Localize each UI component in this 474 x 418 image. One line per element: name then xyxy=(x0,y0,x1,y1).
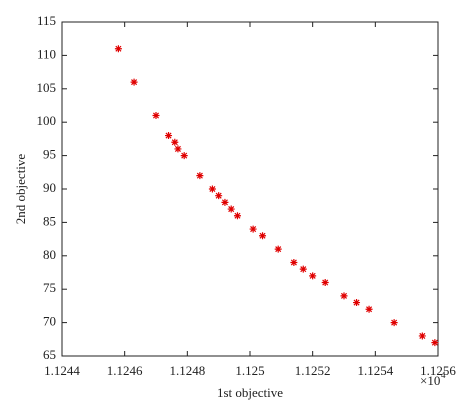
y-tick-label: 85 xyxy=(43,213,56,228)
data-point xyxy=(431,339,439,347)
x-tick-label: 1.1244 xyxy=(44,363,80,378)
data-point xyxy=(221,198,229,206)
y-tick-label: 65 xyxy=(43,347,56,362)
data-point xyxy=(249,225,257,233)
data-point xyxy=(215,192,223,200)
data-point xyxy=(309,272,317,280)
data-point xyxy=(290,258,298,266)
data-point xyxy=(390,319,398,327)
y-axis-label: 2nd objective xyxy=(13,154,28,225)
y-tick-label: 80 xyxy=(43,247,56,262)
data-point xyxy=(174,145,182,153)
data-point xyxy=(208,185,216,193)
data-point xyxy=(274,245,282,253)
plot-frame xyxy=(61,21,439,357)
data-point xyxy=(227,205,235,213)
data-point xyxy=(365,305,373,313)
data-point xyxy=(418,332,426,340)
y-tick-label: 110 xyxy=(37,46,56,61)
x-scale-label: ×10 xyxy=(420,373,440,388)
y-tick-label: 70 xyxy=(43,314,56,329)
data-point xyxy=(180,152,188,160)
data-point xyxy=(152,112,160,120)
x-tick-label: 1.1246 xyxy=(107,363,143,378)
y-tick-label: 75 xyxy=(43,280,56,295)
data-point xyxy=(233,212,241,220)
data-point xyxy=(321,279,329,287)
x-tick-label: 1.1248 xyxy=(169,363,205,378)
data-point xyxy=(171,138,179,146)
x-axis-label: 1st objective xyxy=(217,385,283,400)
x-tick-label: 1.1254 xyxy=(357,363,393,378)
y-tick-label: 100 xyxy=(37,113,57,128)
data-point xyxy=(114,45,122,53)
data-point xyxy=(165,132,173,140)
data-point xyxy=(130,78,138,86)
x-scale-exponent: 4 xyxy=(441,370,446,380)
data-point xyxy=(196,172,204,180)
data-point xyxy=(299,265,307,273)
x-tick-label: 1.125 xyxy=(235,363,264,378)
data-point xyxy=(259,232,267,240)
y-tick-label: 95 xyxy=(43,147,56,162)
y-tick-label: 105 xyxy=(37,80,57,95)
y-tick-label: 90 xyxy=(43,180,56,195)
y-tick-label: 115 xyxy=(37,13,56,28)
x-tick-label: 1.1252 xyxy=(295,363,331,378)
x-tick-label: 1.1256 xyxy=(420,363,456,378)
data-point xyxy=(353,299,361,307)
data-point xyxy=(340,292,348,300)
